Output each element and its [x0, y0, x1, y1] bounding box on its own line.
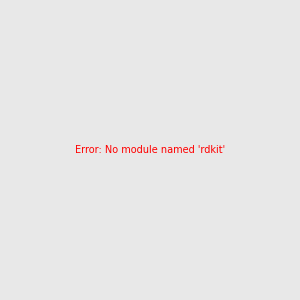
Text: Error: No module named 'rdkit': Error: No module named 'rdkit'	[75, 145, 225, 155]
